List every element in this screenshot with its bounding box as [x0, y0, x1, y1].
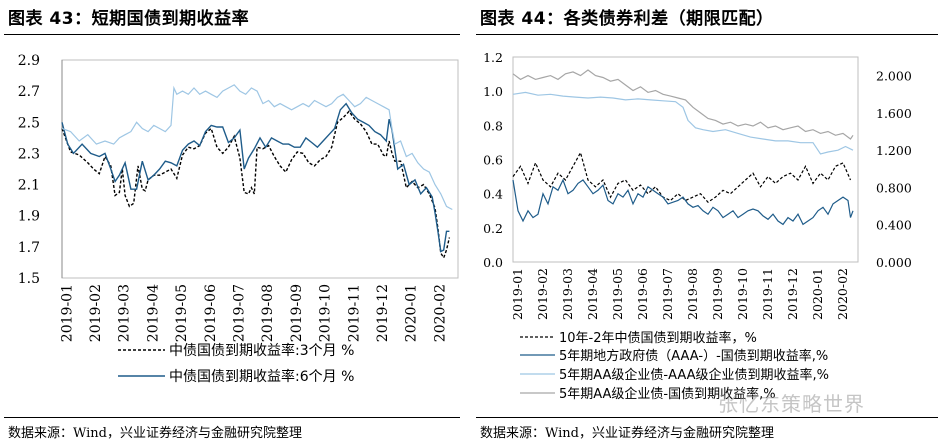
- right-y-tick-label: 1.0: [483, 84, 503, 99]
- right-top-rule: [476, 34, 938, 35]
- left-x-tick-label: 2020-02: [432, 284, 448, 342]
- left-x-tick-label: 2019-12: [375, 284, 391, 342]
- right-x-tick-label: 2019-03: [560, 268, 575, 320]
- right-x-tick-label: 2019-11: [760, 268, 775, 320]
- right-legend-label-1: 10年-2年中债国债到期收益率，%: [559, 330, 757, 346]
- left-chart: 2.9 2.7 2.5 2.3 2.1 1.9 1.7 1.5 2019-01 2019-02 20…: [18, 53, 459, 385]
- left-source-note: 数据来源：Wind，兴业证券经济与金融研究院整理: [8, 426, 302, 441]
- right-x-tick-label: 2019-04: [585, 268, 600, 320]
- left-y-tick-label: 2.1: [18, 178, 40, 194]
- right-x-tick-label: 2019-10: [735, 268, 750, 320]
- right-y2-tick-label: 2.000: [876, 69, 912, 84]
- right-x-tick-label: 2019-07: [660, 268, 675, 320]
- right-series-line-1: [512, 151, 852, 203]
- right-y-tick-label: 1.2: [483, 50, 503, 65]
- left-y-tick-label: 2.9: [18, 53, 40, 69]
- right-legend-label-2: 5年期地方政府债（AAA-）-国债到期收益率,%: [559, 348, 828, 364]
- left-y-tick-label: 1.7: [18, 240, 40, 256]
- left-y-tick-label: 1.9: [18, 209, 40, 225]
- left-x-tick-label: 2019-10: [318, 284, 334, 342]
- left-y-tick-label: 2.3: [18, 146, 40, 162]
- right-x-tick-label: 2019-05: [610, 268, 625, 320]
- right-y2-tick-label: 1.200: [876, 143, 912, 158]
- right-x-tick-label: 2019-02: [535, 268, 550, 320]
- left-series-line-3: [61, 84, 453, 211]
- right-series-line-4: [512, 69, 854, 140]
- left-x-tick-label: 2019-05: [174, 284, 190, 342]
- left-legend-label-1: 中债国债到期收益率:3个月 %: [169, 342, 354, 359]
- left-bottom-rule: [4, 417, 460, 418]
- left-y-tick-label: 2.7: [18, 84, 40, 100]
- right-y2-tick-label: 1.600: [876, 106, 912, 121]
- left-x-tick-label: 2019-04: [145, 284, 161, 342]
- left-x-tick-label: 2019-01: [59, 284, 75, 342]
- right-y-tick-label: 0.8: [483, 118, 503, 133]
- left-legend-label-2: 中债国债到期收益率:6个月 %: [169, 368, 354, 385]
- right-x-tick-label: 2019-09: [710, 268, 725, 320]
- left-y-tick-label: 1.5: [18, 271, 40, 287]
- left-x-tick-label: 2019-03: [117, 284, 133, 342]
- left-x-tick-label: 2019-07: [231, 284, 247, 342]
- right-source-note: 数据来源：Wind，兴业证券经济与金融研究院整理: [480, 426, 774, 441]
- right-y2-tick-label: 0.800: [876, 180, 912, 195]
- right-y2-tick-label: 0.400: [876, 218, 912, 233]
- right-y-tick-label: 0.2: [483, 221, 503, 236]
- right-x-tick-label: 2019-08: [685, 268, 700, 320]
- right-y-tick-label: 0.4: [483, 187, 503, 202]
- left-series-line-1: [61, 110, 451, 260]
- right-x-tick-label: 2020-02: [835, 268, 850, 320]
- left-x-tick-label: 2019-06: [203, 284, 219, 342]
- left-y-tick-label: 2.5: [18, 115, 40, 131]
- left-x-tick-label: 2019-08: [260, 284, 276, 342]
- right-y-tick-label: 0.0: [483, 255, 503, 270]
- right-chart-title: 图表 44：各类债券利差（期限匹配）: [480, 9, 774, 29]
- left-x-tick-label: 2020-01: [404, 284, 420, 342]
- right-bottom-rule: [476, 417, 938, 418]
- right-x-tick-label: 2019-12: [785, 268, 800, 320]
- left-x-tick-label: 2019-11: [346, 284, 362, 342]
- right-x-tick-label: 2019-01: [510, 268, 525, 320]
- right-y2-tick-label: 0.000: [876, 255, 912, 270]
- right-series-line-2: [512, 178, 854, 226]
- right-y-tick-label: 0.6: [483, 153, 503, 168]
- right-x-tick-label: 2019-06: [635, 268, 650, 320]
- left-top-rule: [4, 34, 460, 35]
- left-x-tick-label: 2019-02: [88, 284, 104, 342]
- left-series-line-2: [61, 102, 450, 253]
- left-chart-title: 图表 43：短期国债到期收益率: [8, 9, 250, 29]
- right-x-tick-label: 2020-01: [810, 268, 825, 320]
- right-plot-frame: [512, 56, 859, 263]
- watermark: 张忆东策略世界: [718, 392, 865, 416]
- right-legend-label-3: 5年期AA级企业债-AAA级企业债到期收益率,%: [559, 367, 829, 383]
- left-x-tick-label: 2019-09: [289, 284, 305, 342]
- right-series-line-3: [512, 91, 854, 155]
